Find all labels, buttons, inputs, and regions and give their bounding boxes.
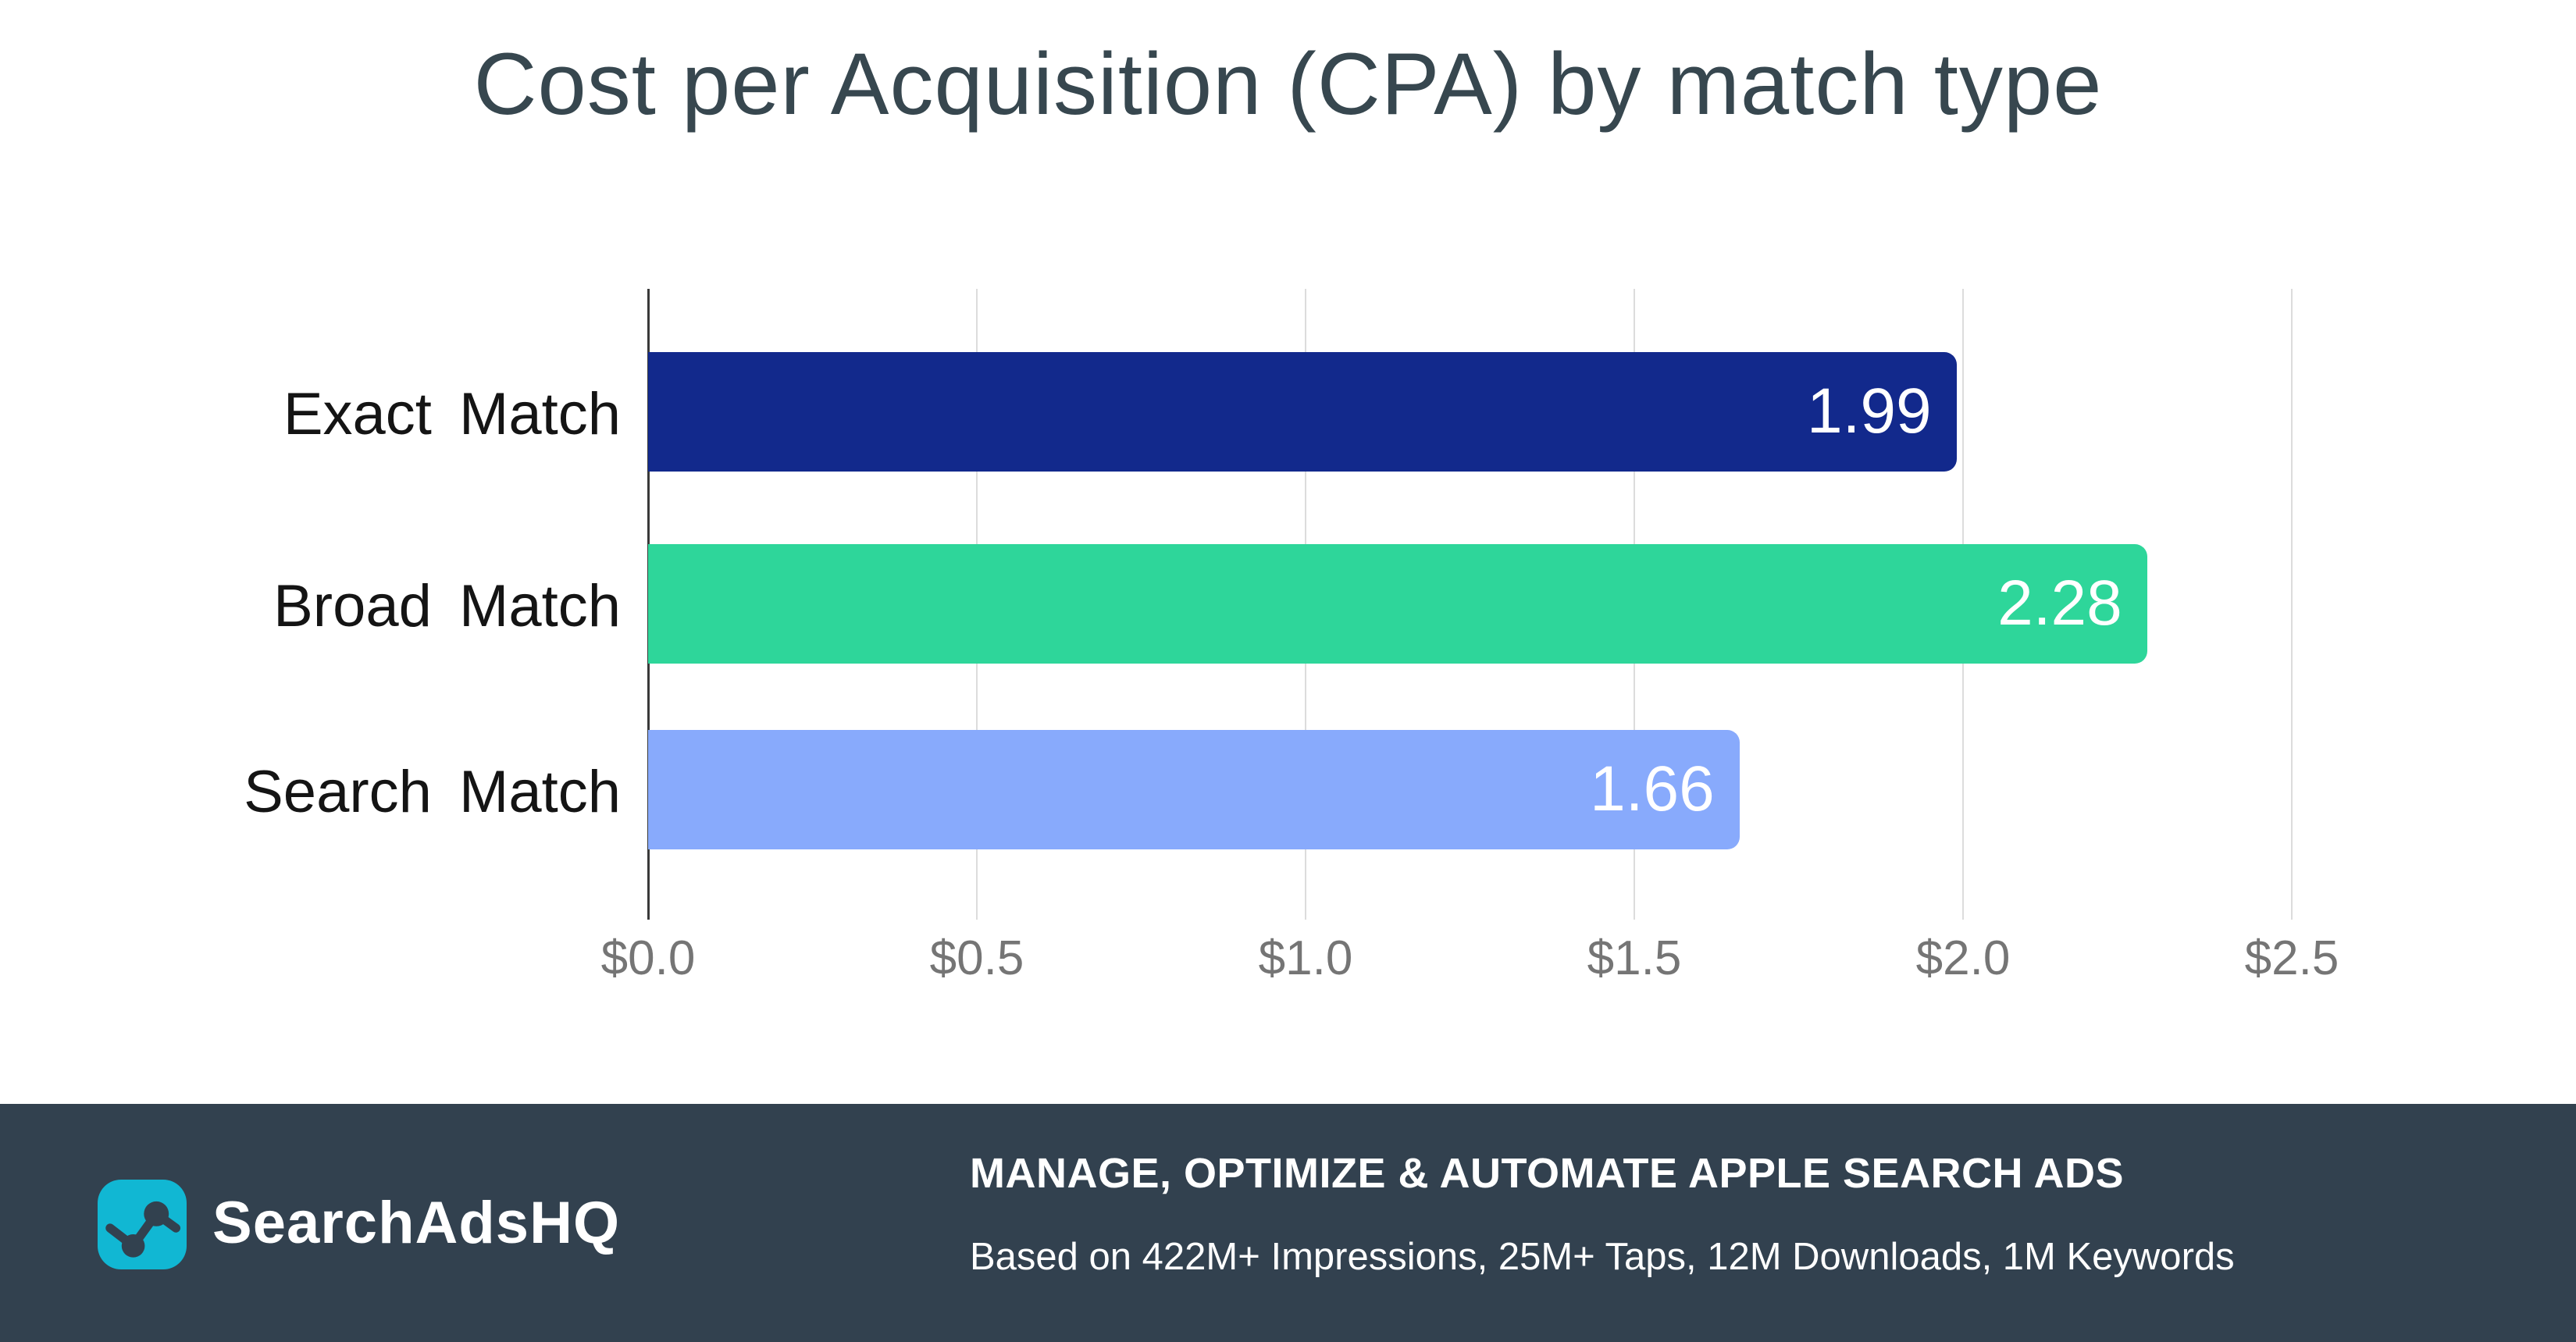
bar-value-label: 2.28 — [1997, 568, 2122, 639]
footer-subline: Based on 422M+ Impressions, 25M+ Taps, 1… — [970, 1236, 2235, 1278]
x-tick-label: $2.0 — [1915, 931, 2011, 985]
footer-banner: SearchAdsHQ MANAGE, OPTIMIZE & AUTOMATE … — [0, 1104, 2576, 1342]
chart-title: Cost per Acquisition (CPA) by match type — [473, 35, 2103, 133]
brand-logo — [98, 1180, 187, 1269]
bar-value-label: 1.99 — [1806, 376, 1932, 447]
bar: 2.28 — [648, 543, 2147, 664]
bar: 1.99 — [648, 351, 1957, 472]
x-tick-label: $1.5 — [1587, 931, 1682, 985]
bar-value-label: 1.66 — [1590, 753, 1715, 824]
x-tick-label: $1.0 — [1258, 931, 1353, 985]
gridline — [2291, 289, 2293, 920]
line-chart-icon — [105, 1201, 181, 1258]
bar: 1.66 — [648, 729, 1740, 849]
brand-name: SearchAdsHQ — [212, 1190, 621, 1256]
category-label: Broad Match — [273, 573, 621, 639]
x-tick-label: $0.0 — [600, 931, 696, 985]
footer-headline: MANAGE, OPTIMIZE & AUTOMATE APPLE SEARCH… — [970, 1150, 2125, 1197]
category-label: Search Match — [244, 759, 621, 825]
x-tick-label: $0.5 — [929, 931, 1024, 985]
x-tick-label: $2.5 — [2244, 931, 2339, 985]
category-label: Exact Match — [283, 381, 621, 447]
